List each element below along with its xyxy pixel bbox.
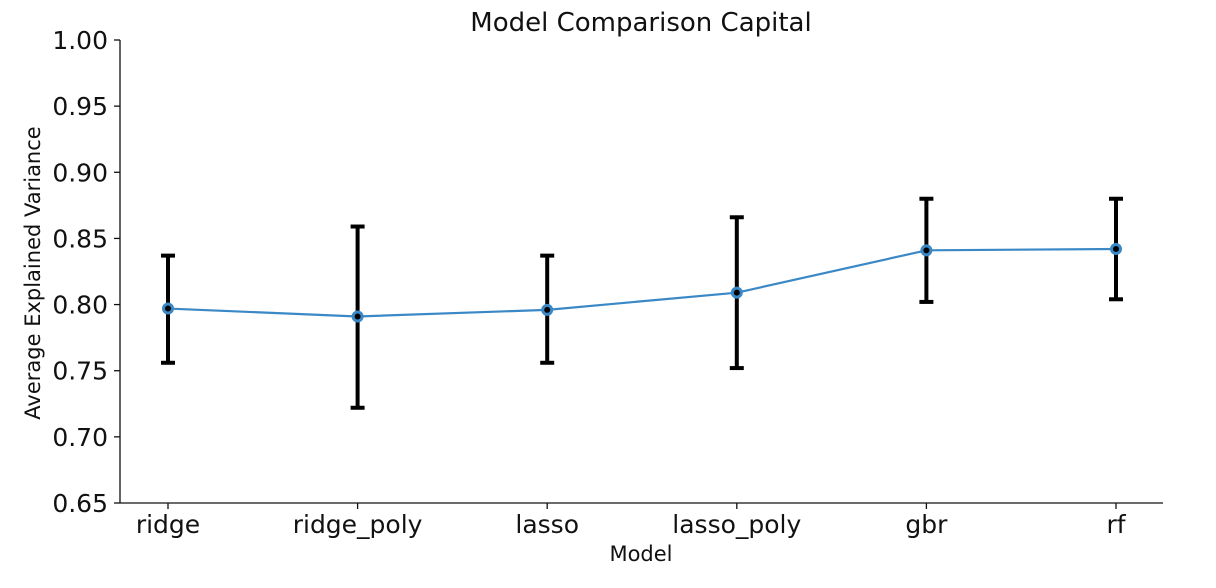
x-tick-label: ridge — [136, 510, 200, 539]
y-tick-label: 0.70 — [52, 423, 108, 452]
x-tick-label: lasso_poly — [672, 510, 801, 539]
data-point — [541, 303, 554, 316]
x-tick-label: ridge_poly — [293, 510, 423, 539]
y-axis-label: Average Explained Variance — [21, 126, 45, 419]
series-line — [167, 247, 1117, 318]
x-tick-label: rf — [1106, 510, 1126, 539]
data-point — [920, 244, 933, 257]
chart-title: Model Comparison Capital — [470, 8, 811, 38]
y-tick-label: 1.00 — [52, 26, 108, 55]
x-tick-label: gbr — [905, 510, 948, 539]
y-tick-label: 0.80 — [52, 291, 108, 320]
y-tick-label: 0.90 — [52, 158, 108, 187]
data-point — [730, 286, 743, 299]
data-point — [162, 302, 174, 315]
x-tick-label: lasso — [515, 510, 579, 539]
x-ticks: ridge ridge_poly lasso lasso_poly gbr rf — [136, 503, 1127, 539]
x-axis-label: Model — [609, 542, 672, 566]
y-tick-label: 0.65 — [52, 489, 108, 518]
y-tick-label: 0.95 — [52, 92, 108, 121]
plot-area — [161, 196, 1123, 410]
y-tick-label: 0.85 — [52, 224, 108, 253]
data-point — [351, 310, 364, 323]
data-point — [1110, 243, 1122, 256]
y-tick-label: 0.75 — [52, 357, 108, 386]
y-ticks: 0.65 0.70 0.75 0.80 0.85 0.90 0.95 1.00 — [52, 26, 120, 518]
